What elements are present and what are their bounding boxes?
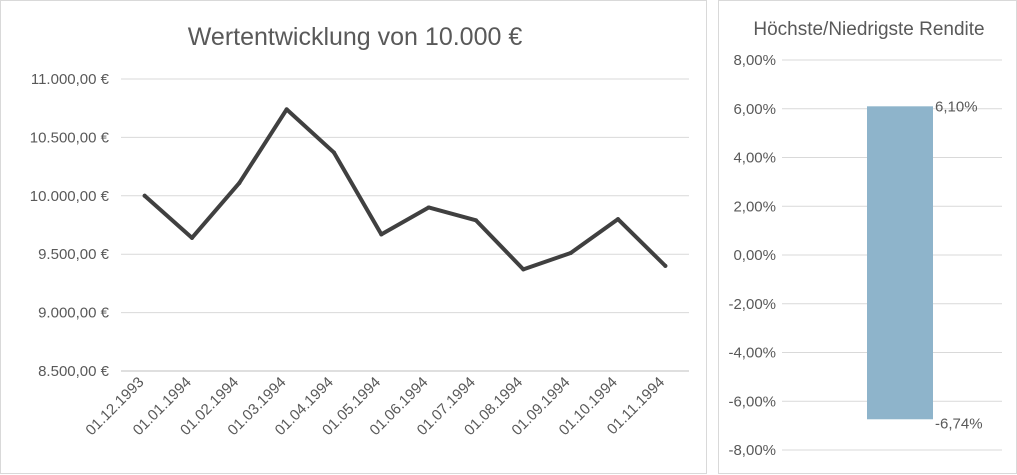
data-point <box>568 251 573 256</box>
y-tick-label: 9.000,00 € <box>38 305 110 322</box>
y-tick-label: 10.500,00 € <box>30 129 110 146</box>
low-data-label: -6,74% <box>935 415 983 432</box>
y-tick-label: -6,00% <box>728 393 776 410</box>
line-chart-panel: Wertentwicklung von 10.000 € 8.500,00 € 9… <box>0 0 707 474</box>
y-tick-label: 8.500,00 € <box>38 363 110 380</box>
y-tick-label: 4,00% <box>733 150 776 167</box>
data-point <box>237 180 242 185</box>
y-tick-label: 2,00% <box>733 198 776 215</box>
y-tick-label: 8,00% <box>733 52 776 69</box>
data-point <box>426 205 431 210</box>
y-tick-label: 6,00% <box>733 101 776 118</box>
data-point <box>284 107 289 112</box>
bar-chart-title: Höchste/Niedrigste Rendite <box>753 19 984 40</box>
y-tick-label: 10.000,00 € <box>30 188 110 205</box>
y-tick-label: 0,00% <box>733 247 776 264</box>
bar-chart: Höchste/Niedrigste Rendite -8,00% -6,00% -… <box>728 19 1002 459</box>
data-point <box>332 150 336 155</box>
data-point <box>521 267 526 272</box>
data-point <box>616 217 620 222</box>
y-tick-label: 9.500,00 € <box>38 246 110 263</box>
data-point <box>379 232 384 237</box>
y-tick-label: -4,00% <box>728 345 776 362</box>
y-tick-label: -8,00% <box>728 442 776 459</box>
range-bar <box>867 106 933 420</box>
y-tick-label: -2,00% <box>728 296 776 313</box>
y-tick-label: 11.000,00 € <box>31 71 110 88</box>
data-point <box>474 218 478 223</box>
high-data-label: 6,10% <box>935 98 978 115</box>
series-line <box>142 107 668 272</box>
bar-chart-panel: Höchste/Niedrigste Rendite -8,00% -6,00% -… <box>718 0 1017 474</box>
data-point <box>190 235 194 240</box>
data-point <box>142 193 147 198</box>
line-chart-title: Wertentwicklung von 10.000 € <box>188 23 523 51</box>
data-point <box>663 263 668 268</box>
line-chart: Wertentwicklung von 10.000 € 8.500,00 € 9… <box>30 23 689 439</box>
